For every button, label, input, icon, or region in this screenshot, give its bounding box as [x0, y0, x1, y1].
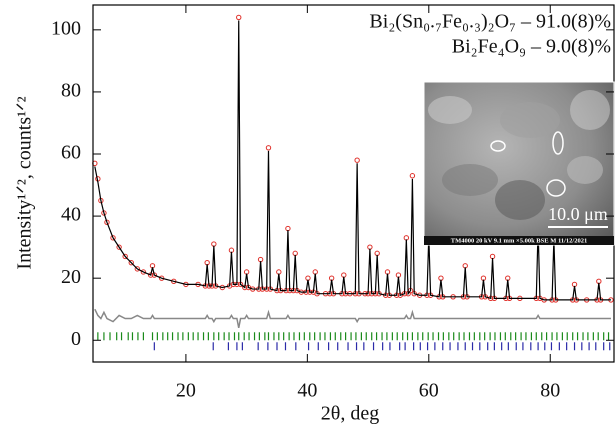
y-tick-label: 20 — [61, 266, 81, 288]
x-axis-label: 2θ, deg — [321, 403, 379, 425]
difference-curve — [94, 308, 611, 328]
observed-point — [265, 145, 272, 151]
inset-image — [423, 81, 615, 246]
calculated-curve — [94, 20, 611, 301]
y-tick-label: 100 — [51, 17, 81, 39]
observed-point — [140, 269, 147, 275]
observed-point — [134, 266, 141, 272]
inset-caption: TM4000 20 kV 9.1 mm ×5.00k BSE M 11/12/2… — [451, 237, 587, 244]
observed-point — [236, 14, 242, 21]
y-tick-label: 80 — [61, 80, 81, 102]
annotation: Bi₂Fe₄O₉ – 9.0(8)% — [452, 36, 611, 58]
y-tick-label: 0 — [71, 328, 81, 350]
x-tick-label: 60 — [419, 380, 439, 402]
y-tick-label: 40 — [61, 204, 81, 226]
observed-point — [116, 244, 122, 250]
annotation: Bi₂(Sn₀.₇Fe₀.₃)₂O₇ – 91.0(8)% — [369, 11, 611, 33]
x-tick-label: 80 — [540, 380, 560, 402]
observed-point — [354, 157, 360, 163]
observed-point — [104, 219, 110, 226]
y-tick-label: 60 — [61, 142, 81, 164]
inset-scale-label: 10.0 μm — [548, 204, 608, 224]
observed-point — [409, 173, 416, 179]
observed-point — [110, 235, 116, 241]
y-axis-label: Intensity¹ᐟ², counts¹ᐟ² — [14, 96, 36, 269]
observed-point — [122, 253, 128, 260]
x-tick-label: 40 — [297, 380, 317, 402]
observed-point — [128, 259, 134, 266]
x-tick-label: 20 — [176, 380, 196, 402]
